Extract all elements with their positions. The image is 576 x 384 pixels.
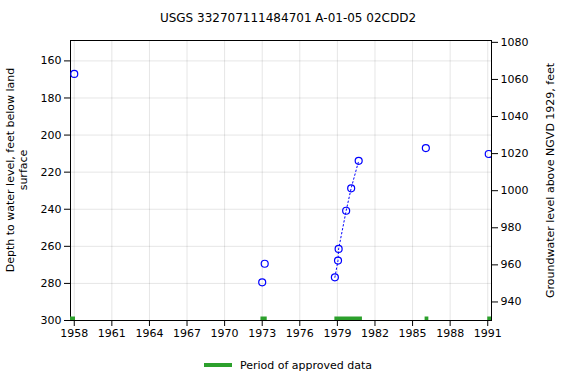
svg-text:280: 280 bbox=[41, 277, 62, 290]
svg-text:1970: 1970 bbox=[211, 327, 239, 340]
svg-text:940: 940 bbox=[501, 295, 522, 308]
svg-text:1979: 1979 bbox=[323, 327, 351, 340]
svg-text:1967: 1967 bbox=[173, 327, 201, 340]
svg-text:260: 260 bbox=[41, 240, 62, 253]
svg-text:300: 300 bbox=[41, 314, 62, 327]
svg-text:1000: 1000 bbox=[501, 184, 529, 197]
svg-text:980: 980 bbox=[501, 221, 522, 234]
html-text:Depth to water level, feet bel: Depth to water level, feet below land su… bbox=[4, 67, 30, 273]
svg-text:1991: 1991 bbox=[474, 327, 502, 340]
svg-text:1961: 1961 bbox=[98, 327, 126, 340]
svg-text:1020: 1020 bbox=[501, 147, 529, 160]
svg-text:1985: 1985 bbox=[399, 327, 427, 340]
svg-text:1080: 1080 bbox=[501, 36, 529, 49]
svg-text:1964: 1964 bbox=[135, 327, 163, 340]
html-text:USGS 332707111484701 A-01-05 0: USGS 332707111484701 A-01-05 02CDD2 bbox=[159, 11, 417, 25]
svg-text:220: 220 bbox=[41, 166, 62, 179]
svg-text:1988: 1988 bbox=[436, 327, 464, 340]
svg-text:1973: 1973 bbox=[248, 327, 276, 340]
svg-text:Groundwater level above NGVD 1: Groundwater level above NGVD 1929, feet bbox=[544, 62, 557, 298]
svg-text:1982: 1982 bbox=[361, 327, 389, 340]
svg-text:1040: 1040 bbox=[501, 110, 529, 123]
svg-text:960: 960 bbox=[501, 258, 522, 271]
svg-text:1060: 1060 bbox=[501, 73, 529, 86]
svg-text:240: 240 bbox=[41, 203, 62, 216]
svg-text:1976: 1976 bbox=[286, 327, 314, 340]
svg-text:160: 160 bbox=[41, 54, 62, 67]
html-text:Period of approved data: Period of approved data bbox=[239, 358, 373, 372]
svg-text:200: 200 bbox=[41, 129, 62, 142]
svg-text:180: 180 bbox=[41, 92, 62, 105]
svg-text:1958: 1958 bbox=[60, 327, 88, 340]
